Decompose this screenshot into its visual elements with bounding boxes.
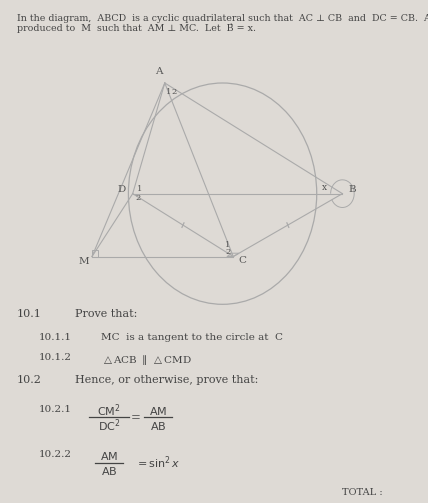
Text: 10.1.1: 10.1.1 (39, 333, 71, 342)
Text: Prove that:: Prove that: (75, 309, 137, 319)
Text: 2: 2 (136, 194, 141, 202)
Text: x: x (322, 183, 327, 192)
Text: 1: 1 (137, 185, 142, 193)
Text: produced to  M  such that  AM ⊥ MC.  Let  B̂ = x.: produced to M such that AM ⊥ MC. Let B̂ … (17, 24, 256, 33)
Text: 10.2.2: 10.2.2 (39, 450, 71, 459)
Text: 1: 1 (226, 241, 231, 249)
Text: 1: 1 (166, 88, 171, 96)
Text: M: M (78, 257, 89, 266)
Text: 10.1.2: 10.1.2 (39, 353, 71, 362)
Text: B: B (348, 185, 356, 194)
Text: In the diagram,  ABCD  is a cyclic quadrilateral such that  AC ⊥ CB  and  DC = C: In the diagram, ABCD is a cyclic quadril… (17, 14, 428, 23)
Text: 10.2: 10.2 (17, 375, 42, 385)
Text: TOTAL :: TOTAL : (342, 488, 383, 497)
Text: MC  is a tangent to the circle at  C: MC is a tangent to the circle at C (101, 333, 282, 342)
Text: $\triangle$ACB $\parallel$ $\triangle$CMD: $\triangle$ACB $\parallel$ $\triangle$CM… (101, 353, 192, 367)
Text: 2: 2 (172, 88, 177, 96)
Text: 10.1: 10.1 (17, 309, 42, 319)
Text: $\mathrm{AM}$: $\mathrm{AM}$ (149, 405, 167, 417)
Text: Hence, or otherwise, prove that:: Hence, or otherwise, prove that: (75, 375, 258, 385)
Text: 10.2.1: 10.2.1 (39, 405, 71, 414)
Text: $\mathrm{AM}$: $\mathrm{AM}$ (100, 450, 118, 462)
Text: $\mathrm{AB}$: $\mathrm{AB}$ (150, 420, 166, 432)
Text: $= \sin^2 x$: $= \sin^2 x$ (135, 454, 180, 471)
Text: D: D (117, 185, 126, 194)
Text: $\mathrm{DC}^2$: $\mathrm{DC}^2$ (98, 417, 120, 435)
Text: A: A (155, 67, 162, 76)
Text: 2: 2 (226, 248, 231, 256)
Text: C: C (239, 256, 247, 265)
Text: $\mathrm{AB}$: $\mathrm{AB}$ (101, 465, 117, 477)
Text: =: = (131, 411, 141, 424)
Text: $\mathrm{CM}^2$: $\mathrm{CM}^2$ (97, 402, 121, 420)
Bar (92, 250, 98, 257)
